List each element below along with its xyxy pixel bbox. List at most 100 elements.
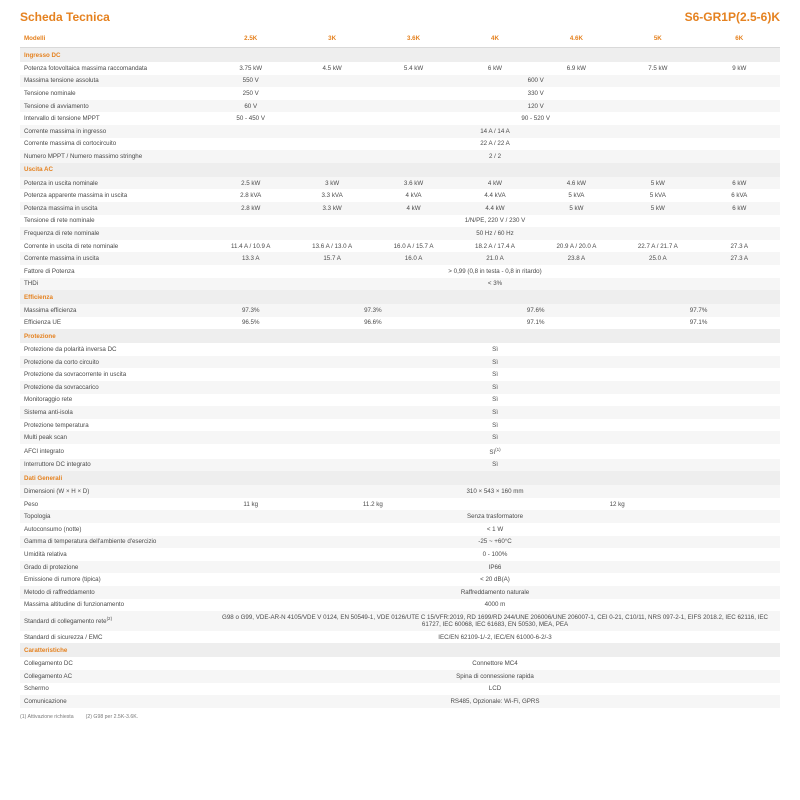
table-row: Metodo di raffreddamentoRaffreddamento n… (20, 586, 780, 599)
cell: 120 V (291, 100, 780, 113)
table-row: SchermoLCD (20, 683, 780, 696)
cell: 4 kW (454, 177, 535, 190)
cell: 5 kVA (536, 189, 617, 202)
col-header: 6K (699, 32, 780, 48)
table-row: Standard di collegamento rete(2)G98 o G9… (20, 611, 780, 631)
cell: 16.0 A / 15.7 A (373, 240, 454, 253)
cell: Sì (210, 406, 780, 419)
table-row: Gamma di temperatura dell'ambiente d'ese… (20, 536, 780, 549)
row-label: Sistema anti-isola (20, 406, 210, 419)
cell: RS485, Opzionale: Wi-Fi, GPRS (210, 695, 780, 708)
cell: > 0,99 (0,8 in testa - 0,8 in ritardo) (210, 265, 780, 278)
cell: 4 kVA (373, 189, 454, 202)
cell: Sì (210, 343, 780, 356)
cell: < 20 dB(A) (210, 573, 780, 586)
cell: < 1 W (210, 523, 780, 536)
cell: G98 o G99, VDE-AR-N 4105/VDE V 0124, EN … (210, 611, 780, 631)
row-label: Gamma di temperatura dell'ambiente d'ese… (20, 536, 210, 549)
cell: 97.1% (454, 317, 617, 330)
row-label: Peso (20, 498, 210, 511)
cell: 22.7 A / 21.7 A (617, 240, 698, 253)
table-row: AFCI integratoSì(1) (20, 444, 780, 459)
cell: 97.6% (454, 304, 617, 317)
table-row: Potenza massima in uscita2.8 kW3.3 kW4 k… (20, 202, 780, 215)
row-label: Collegamento AC (20, 670, 210, 683)
cell: 97.7% (617, 304, 780, 317)
cell: 97.1% (617, 317, 780, 330)
row-label: Multi peak scan (20, 431, 210, 444)
cell: 12 kg (454, 498, 780, 511)
table-row: Monitoraggio reteSì (20, 394, 780, 407)
table-row: Protezione temperaturaSì (20, 419, 780, 432)
cell: IP66 (210, 561, 780, 574)
cell: < 3% (210, 278, 780, 291)
cell: 21.0 A (454, 252, 535, 265)
table-row: Potenza apparente massima in uscita2.8 k… (20, 189, 780, 202)
cell: 5 kVA (617, 189, 698, 202)
footnote: (1) Attivazione richiesta (20, 714, 74, 720)
cell: Raffreddamento naturale (210, 586, 780, 599)
row-label: THDi (20, 278, 210, 291)
table-row: Intervallo di tensione MPPT50 - 450 V90 … (20, 112, 780, 125)
cell: 0 - 100% (210, 548, 780, 561)
cell: 9 kW (699, 62, 780, 75)
cell: 6 kW (454, 62, 535, 75)
cell: 14 A / 14 A (210, 125, 780, 138)
cell: 60 V (210, 100, 291, 113)
row-label: Standard di collegamento rete(2) (20, 611, 210, 631)
col-header: 3K (291, 32, 372, 48)
row-label: Corrente massima in ingresso (20, 125, 210, 138)
cell: 3.3 kVA (291, 189, 372, 202)
table-row: Tensione di rete nominale1/N/PE, 220 V /… (20, 215, 780, 228)
cell: 11.4 A / 10.9 A (210, 240, 291, 253)
row-label: Topologia (20, 510, 210, 523)
row-label: Massima altitudine di funzionamento (20, 599, 210, 612)
cell: 18.2 A / 17.4 A (454, 240, 535, 253)
row-label: Comunicazione (20, 695, 210, 708)
table-row: Umidità relativa0 - 100% (20, 548, 780, 561)
cell: 3.75 kW (210, 62, 291, 75)
cell: 22 A / 22 A (210, 138, 780, 151)
cell: 16.0 A (373, 252, 454, 265)
cell: 250 V (210, 87, 291, 100)
cell: 3.3 kW (291, 202, 372, 215)
cell: 6.9 kW (536, 62, 617, 75)
cell: Senza trasformatore (210, 510, 780, 523)
section-header: Uscita AC (20, 163, 780, 177)
section-header: Caratteristiche (20, 643, 780, 657)
cell: 50 Hz / 60 Hz (210, 227, 780, 240)
cell: 2.5 kW (210, 177, 291, 190)
cell: 6 kVA (699, 189, 780, 202)
row-label: Protezione temperatura (20, 419, 210, 432)
table-row: Grado di protezioneIP66 (20, 561, 780, 574)
cell: 6 kW (699, 202, 780, 215)
col-header: 4.6K (536, 32, 617, 48)
table-row: Protezione da polarità inversa DCSì (20, 343, 780, 356)
cell: 27.3 A (699, 252, 780, 265)
cell: 23.8 A (536, 252, 617, 265)
table-row: THDi< 3% (20, 278, 780, 291)
row-label: Metodo di raffreddamento (20, 586, 210, 599)
row-label: Interruttore DC integrato (20, 459, 210, 472)
section-header: Ingresso DC (20, 48, 780, 63)
spec-table: Modelli2.5K3K3.6K4K4.6K5K6K Ingresso DCP… (20, 32, 780, 708)
table-row: Emissione di rumore (tipica)< 20 dB(A) (20, 573, 780, 586)
cell: 2 / 2 (210, 150, 780, 163)
cell: 4000 m (210, 599, 780, 612)
table-row: Protezione da sovracorrente in uscitaSì (20, 368, 780, 381)
row-label: Potenza apparente massima in uscita (20, 189, 210, 202)
cell: 20.9 A / 20.0 A (536, 240, 617, 253)
row-label: Corrente massima in uscita (20, 252, 210, 265)
table-row: Tensione nominale250 V330 V (20, 87, 780, 100)
table-row: Frequenza di rete nominale50 Hz / 60 Hz (20, 227, 780, 240)
row-label: Protezione da polarità inversa DC (20, 343, 210, 356)
cell: Sì (210, 368, 780, 381)
row-label: Corrente massima di cortocircuito (20, 138, 210, 151)
cell: 310 × 543 × 160 mm (210, 485, 780, 498)
row-label: Grado di protezione (20, 561, 210, 574)
col-header-label: Modelli (20, 32, 210, 48)
row-label: AFCI integrato (20, 444, 210, 459)
cell: Sì (210, 394, 780, 407)
row-label: Protezione da sovraccarico (20, 381, 210, 394)
col-header: 5K (617, 32, 698, 48)
